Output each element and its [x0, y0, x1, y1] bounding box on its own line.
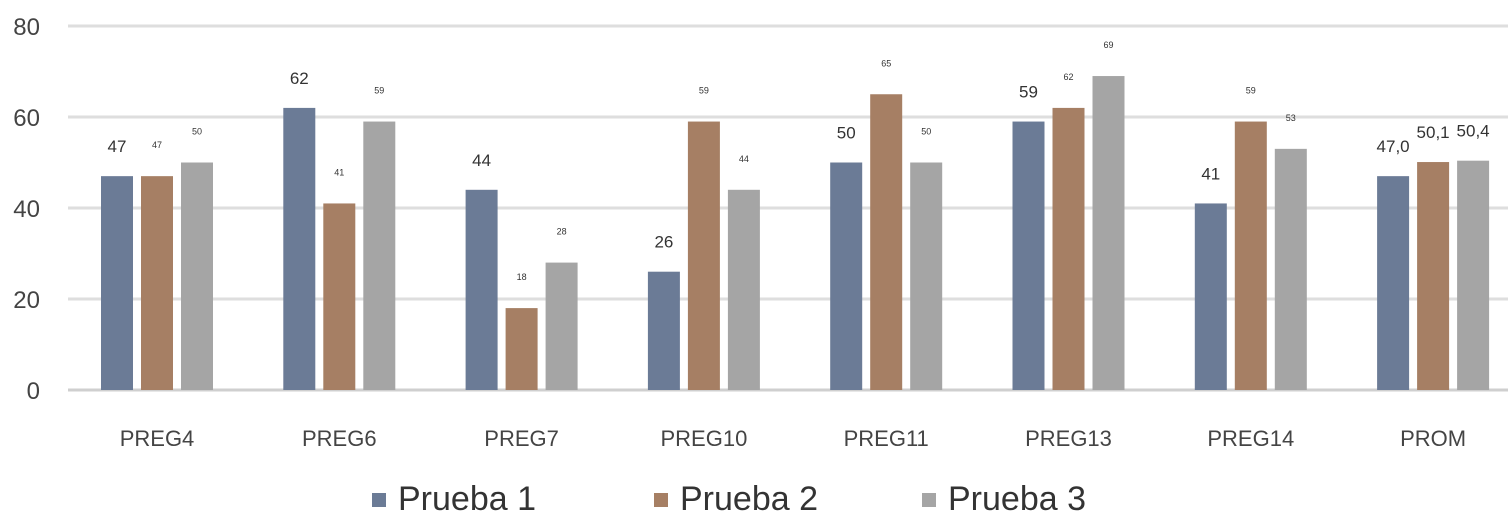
- bar-preg11-series-3: [910, 162, 943, 390]
- y-tick-label: 40: [13, 196, 40, 223]
- bar-preg4-series-1: [101, 176, 133, 390]
- bar-preg4-series-2: [141, 176, 173, 390]
- bar-preg7-series-3: [545, 262, 578, 390]
- bar-preg11-series-2: [870, 94, 903, 390]
- data-label: 65: [881, 58, 891, 68]
- data-label: 50,4: [1457, 122, 1490, 141]
- bar-preg6-series-1: [283, 107, 316, 391]
- x-tick-label: PREG13: [1025, 426, 1112, 451]
- y-tick-label: 20: [13, 287, 40, 314]
- y-tick-label: 60: [13, 105, 40, 132]
- y-tick-label: 80: [13, 14, 40, 41]
- bar-preg14-series-2: [1234, 121, 1267, 391]
- data-label: 47: [108, 137, 127, 156]
- bars: [101, 76, 1490, 391]
- bar-preg6-series-2: [323, 203, 356, 390]
- data-label: 50: [837, 124, 856, 143]
- bar-preg10-series-3: [727, 189, 760, 390]
- legend-item-prueba-3: Prueba 3: [922, 480, 1086, 519]
- legend-item-prueba-2: Prueba 2: [654, 480, 818, 519]
- data-label: 44: [472, 151, 491, 170]
- bar-prom-series-2: [1417, 162, 1450, 390]
- bar-preg4-series-3: [181, 162, 213, 390]
- data-label: 62: [290, 69, 309, 88]
- data-label: 26: [654, 233, 673, 252]
- bar-preg13-series-3: [1092, 76, 1125, 391]
- legend-swatch-prueba-2: [654, 492, 668, 507]
- x-tick-label: PREG14: [1207, 426, 1294, 451]
- bar-preg14-series-1: [1194, 203, 1227, 390]
- data-labels: 47 47 50 62 41 59 44 18 28 26 59 44 50 65 50 59 62 69 41 59…: [108, 40, 1490, 282]
- data-label: 50,1: [1417, 123, 1450, 142]
- x-tick-label: PREG10: [660, 426, 747, 451]
- data-label: 50: [921, 127, 931, 137]
- legend-label-prueba-3: Prueba 3: [948, 480, 1086, 518]
- bar-preg13-series-2: [1052, 107, 1085, 391]
- bar-preg11-series-1: [830, 162, 863, 390]
- bar-preg14-series-3: [1274, 148, 1307, 390]
- x-tick-label: PREG6: [302, 426, 377, 451]
- data-label: 59: [1019, 83, 1038, 102]
- data-label: 47: [152, 140, 162, 150]
- bar-prom-series-1: [1377, 176, 1410, 390]
- bar-prom-series-3: [1457, 160, 1490, 390]
- bar-preg7-series-1: [465, 189, 498, 390]
- data-label: 41: [1201, 164, 1220, 183]
- data-label: 53: [1286, 113, 1296, 123]
- x-tick-label: PROM: [1400, 426, 1466, 451]
- data-label: 44: [739, 154, 749, 164]
- legend-label-prueba-1: Prueba 1: [398, 480, 536, 518]
- x-tick-label: PREG11: [844, 426, 929, 451]
- legend-swatch-prueba-3: [922, 492, 936, 507]
- legend-swatch-prueba-1: [372, 492, 386, 507]
- bar-preg6-series-3: [363, 121, 396, 391]
- data-label: 69: [1103, 40, 1113, 50]
- bar-preg10-series-2: [687, 121, 720, 391]
- data-label: 41: [334, 167, 344, 177]
- bar-preg13-series-1: [1012, 121, 1045, 391]
- bar-chart: 0 20 40 60 80 47 47 50 62 41 59 44 18 28 26 59 44 50 65 50…: [13, 14, 1508, 451]
- data-label: 59: [1246, 86, 1256, 96]
- x-tick-label: PREG4: [120, 426, 195, 451]
- x-axis: PREG4 PREG6 PREG7 PREG10 PREG11 PREG13 PREG14 P…: [120, 426, 1466, 451]
- legend-item-prueba-1: Prueba 1: [372, 480, 536, 519]
- data-label: 28: [557, 227, 567, 237]
- data-label: 50: [192, 127, 202, 137]
- y-axis: 0 20 40 60 80: [13, 14, 40, 405]
- data-label: 59: [699, 86, 709, 96]
- data-label: 62: [1063, 72, 1073, 82]
- bar-preg7-series-2: [505, 308, 538, 390]
- y-tick-label: 0: [27, 378, 40, 405]
- legend: Prueba 1 Prueba 2 Prueba 3: [0, 480, 1508, 524]
- legend-label-prueba-2: Prueba 2: [680, 480, 818, 518]
- bar-preg10-series-1: [647, 271, 680, 390]
- data-label: 59: [374, 86, 384, 96]
- data-label: 47,0: [1377, 137, 1410, 156]
- data-label: 18: [517, 272, 527, 282]
- x-tick-label: PREG7: [484, 426, 559, 451]
